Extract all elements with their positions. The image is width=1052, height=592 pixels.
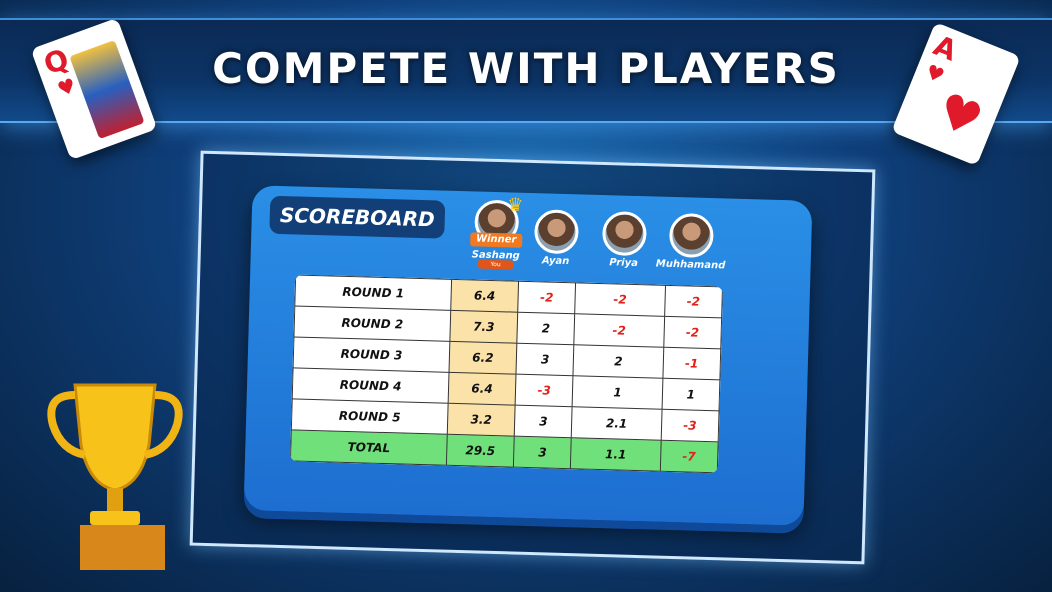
avatar bbox=[601, 211, 648, 257]
row-label: ROUND 3 bbox=[293, 336, 450, 373]
score-cell: 3.2 bbox=[447, 403, 516, 437]
winner-badge: Winner bbox=[470, 232, 523, 248]
row-label: ROUND 5 bbox=[291, 398, 449, 435]
trophy-icon bbox=[47, 383, 183, 570]
score-cell: -7 bbox=[659, 440, 719, 473]
scoreboard-title: SCOREBOARD bbox=[269, 195, 446, 239]
avatar bbox=[668, 212, 715, 259]
player-name: Muhhamand bbox=[655, 258, 726, 272]
scoreboard-panel: SCOREBOARD ♛ Winner Sashang You Ayan Pri… bbox=[243, 185, 813, 526]
row-label: ROUND 4 bbox=[292, 367, 450, 404]
score-cell: 2 bbox=[516, 312, 576, 345]
score-cell: -3 bbox=[515, 374, 574, 407]
score-cell: -2 bbox=[517, 281, 576, 314]
avatar bbox=[533, 209, 580, 255]
score-cell: 29.5 bbox=[446, 434, 515, 468]
score-cell: -2 bbox=[663, 316, 722, 349]
score-cell: 6.4 bbox=[450, 279, 519, 313]
score-cell: 7.3 bbox=[449, 310, 518, 344]
you-badge: You bbox=[477, 259, 514, 270]
score-cell: 6.2 bbox=[449, 341, 517, 375]
page-title: COMPETE WITH PLAYERS bbox=[212, 44, 840, 93]
score-cell: 1 bbox=[661, 378, 720, 411]
row-label: TOTAL bbox=[290, 429, 448, 466]
score-cell: 3 bbox=[513, 436, 572, 469]
score-cell: 3 bbox=[514, 405, 573, 438]
heart-icon: ♥ bbox=[929, 81, 990, 150]
score-cell: -2 bbox=[574, 313, 665, 348]
score-cell: 2 bbox=[573, 344, 664, 379]
title-banner bbox=[0, 18, 1052, 123]
score-cell: -3 bbox=[660, 409, 720, 442]
score-cell: -1 bbox=[662, 347, 721, 380]
score-cell: 1 bbox=[572, 375, 663, 410]
player-muhhamand: Muhhamand bbox=[650, 212, 732, 271]
score-cell: 6.4 bbox=[448, 372, 516, 406]
score-cell: -2 bbox=[664, 285, 723, 318]
row-label: ROUND 2 bbox=[293, 305, 451, 342]
row-label: ROUND 1 bbox=[294, 274, 452, 311]
score-cell: -2 bbox=[575, 282, 666, 317]
score-cell: 2.1 bbox=[571, 406, 662, 441]
score-cell: 1.1 bbox=[570, 437, 661, 472]
score-table: ROUND 1 6.4 -2 -2 -2 ROUND 2 7.3 2 -2 -2 ROUND 3 6.… bbox=[289, 274, 724, 474]
heart-icon: ♥ bbox=[54, 72, 80, 102]
score-cell: 3 bbox=[515, 343, 575, 376]
heart-icon: ♥ bbox=[922, 59, 948, 89]
